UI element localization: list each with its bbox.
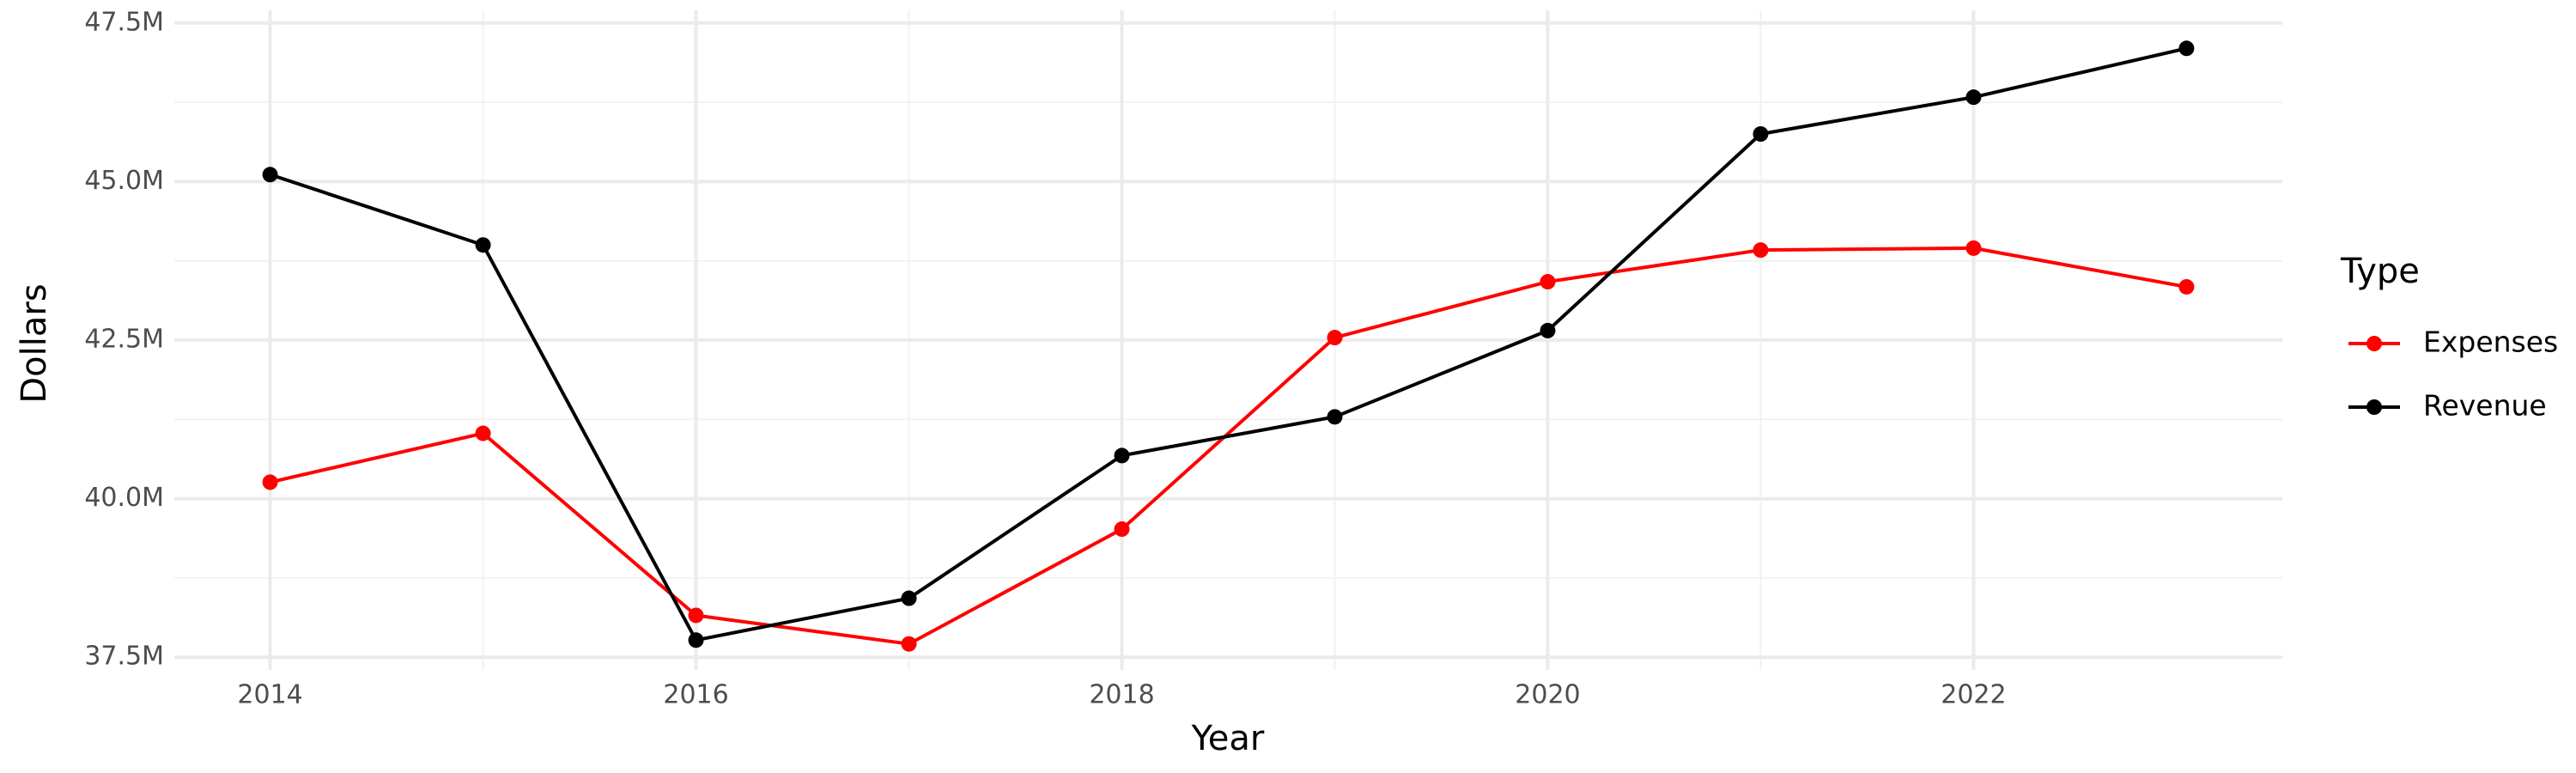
series-line: [270, 246, 2187, 646]
legend-key-point: [2366, 336, 2382, 351]
data-point: [262, 474, 278, 490]
y-tick-label: 37.5M: [84, 642, 164, 672]
series-line: [269, 46, 2187, 642]
x-axis-title: Year: [1191, 719, 1265, 758]
data-point: [1114, 521, 1130, 538]
data-point: [1540, 274, 1556, 290]
x-tick-label: 2014: [237, 680, 302, 710]
data-point: [475, 425, 491, 441]
data-point: [901, 636, 917, 652]
data-point: [901, 590, 917, 606]
x-tick-label: 2022: [1941, 680, 2006, 710]
y-tick-label: 40.0M: [84, 483, 164, 513]
data-point: [1753, 126, 1769, 142]
data-point: [262, 167, 278, 183]
data-point: [1965, 240, 1982, 256]
y-axis-title: Dollars: [15, 283, 54, 403]
data-point: [2178, 40, 2195, 57]
data-point: [1540, 322, 1556, 338]
y-tick-label: 45.0M: [84, 166, 164, 196]
data-point: [688, 607, 704, 624]
x-tick-label: 2016: [663, 680, 728, 710]
data-point: [1114, 447, 1130, 464]
data-point: [1327, 330, 1343, 346]
data-point: [688, 632, 704, 648]
legend-label: Expenses: [2423, 326, 2558, 359]
y-tick-label: 42.5M: [84, 325, 164, 355]
data-point: [1753, 242, 1769, 259]
x-tick-label: 2018: [1089, 680, 1154, 710]
legend-title: Type: [2340, 252, 2420, 291]
y-tick-label: 47.5M: [84, 7, 164, 37]
data-point: [1965, 89, 1982, 106]
data-point: [475, 237, 491, 253]
data-point: [1327, 409, 1343, 425]
legend-key-point: [2366, 399, 2382, 415]
data-point: [2178, 278, 2195, 295]
legend-label: Revenue: [2423, 389, 2547, 423]
x-tick-label: 2020: [1515, 680, 1580, 710]
